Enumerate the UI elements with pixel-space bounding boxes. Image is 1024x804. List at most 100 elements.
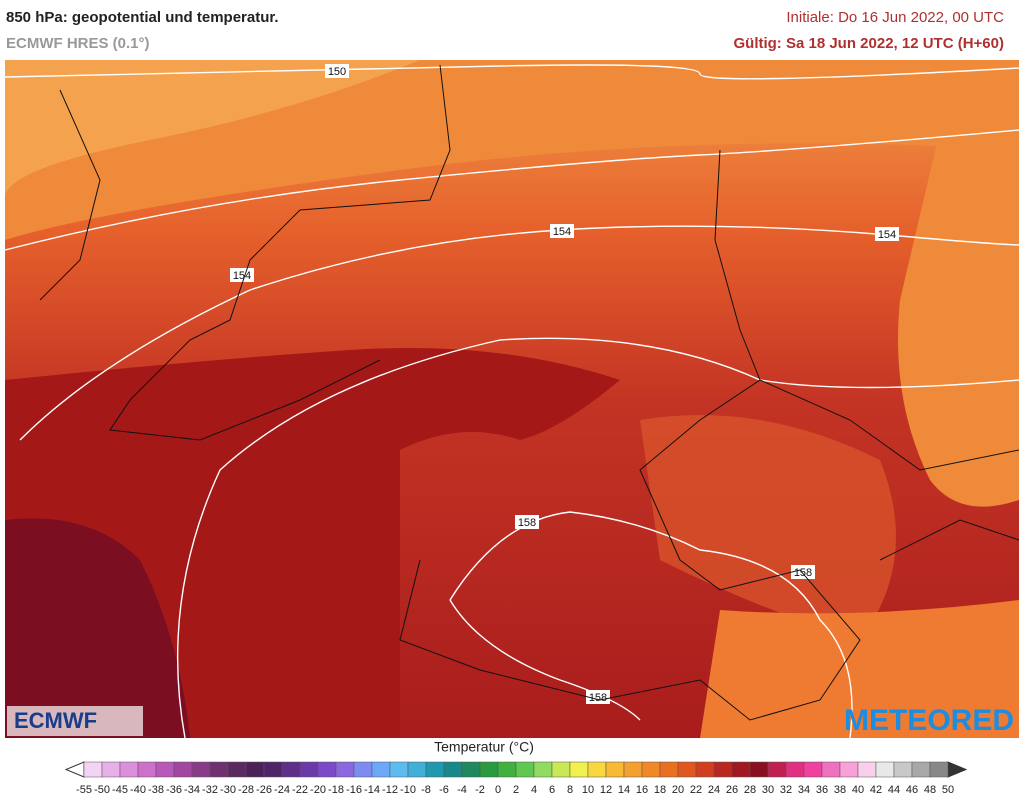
legend-tick-label: -40 — [130, 784, 146, 796]
legend-tick-label: 4 — [531, 784, 537, 796]
meteored-logo: METEORED — [844, 704, 1014, 737]
color-swatch — [317, 761, 337, 778]
contour-label: 154 — [553, 226, 571, 238]
color-swatch — [209, 761, 229, 778]
legend-tick-label: -10 — [400, 784, 416, 796]
legend-tick-label: 30 — [762, 784, 774, 796]
legend-tick-label: -8 — [421, 784, 431, 796]
color-swatch — [245, 761, 265, 778]
contour-label-bg — [230, 268, 254, 282]
legend-tick-label: 16 — [636, 784, 648, 796]
legend-tick-label: 6 — [549, 784, 555, 796]
color-swatch — [677, 761, 697, 778]
legend-tick-label: 8 — [567, 784, 573, 796]
contour-line — [4, 64, 1020, 80]
color-swatch — [695, 761, 715, 778]
legend-tick-label: -50 — [94, 784, 110, 796]
color-swatch — [731, 761, 751, 778]
contour-label: 158 — [518, 517, 536, 529]
legend-tick-label: -4 — [457, 784, 467, 796]
color-swatch — [659, 761, 679, 778]
color-swatch — [893, 761, 913, 778]
color-swatch — [623, 761, 643, 778]
legend-tick-label: -6 — [439, 784, 449, 796]
color-swatch — [281, 761, 301, 778]
color-swatch — [911, 761, 931, 778]
color-swatch — [533, 761, 553, 778]
color-swatch — [389, 761, 409, 778]
legend-tick-label: -45 — [112, 784, 128, 796]
legend-tick-label: -36 — [166, 784, 182, 796]
legend-tick-label: -26 — [256, 784, 272, 796]
legend-tick-label: 36 — [816, 784, 828, 796]
color-swatch — [749, 761, 769, 778]
color-swatch — [299, 761, 319, 778]
legend-tick-label: -22 — [292, 784, 308, 796]
hottest-region — [5, 518, 190, 738]
legend-tick-label: -38 — [148, 784, 164, 796]
legend-tick-label: -30 — [220, 784, 236, 796]
color-swatch — [875, 761, 895, 778]
legend-tick-label: -2 — [475, 784, 485, 796]
legend-tick-label: 20 — [672, 784, 684, 796]
legend-tick-label: 14 — [618, 784, 630, 796]
legend-tick-label: 12 — [600, 784, 612, 796]
color-swatch — [767, 761, 787, 778]
init-time: Initiale: Do 16 Jun 2022, 00 UTC — [786, 9, 1004, 26]
contour-line — [449, 599, 641, 721]
contour-label-bg — [875, 227, 899, 241]
color-swatch — [191, 761, 211, 778]
color-swatch — [929, 761, 949, 778]
color-swatch — [83, 761, 103, 778]
color-swatch — [515, 761, 535, 778]
legend-tick-label: -32 — [202, 784, 218, 796]
east-region — [898, 120, 1019, 507]
color-swatch — [497, 761, 517, 778]
color-swatch — [371, 761, 391, 778]
color-swatch — [263, 761, 283, 778]
color-swatch — [569, 761, 589, 778]
contours — [4, 64, 1024, 739]
legend-tick-label: -14 — [364, 784, 380, 796]
color-swatch — [155, 761, 175, 778]
contour-label-bg — [586, 690, 610, 704]
legend-tick-label: 34 — [798, 784, 810, 796]
borders — [39, 64, 1020, 721]
legend-tick-label: -16 — [346, 784, 362, 796]
color-swatch — [839, 761, 859, 778]
legend-tick-label: -18 — [328, 784, 344, 796]
cool-region — [4, 60, 420, 200]
color-swatch — [551, 761, 571, 778]
legend-tick-label: 46 — [906, 784, 918, 796]
legend-tick-label: 42 — [870, 784, 882, 796]
alps-region — [700, 600, 1019, 738]
contour-label: 158 — [589, 692, 607, 704]
southeast-region — [640, 415, 896, 640]
color-swatch — [587, 761, 607, 778]
legend-tick-label: -34 — [184, 784, 200, 796]
legend-tick-label: 22 — [690, 784, 702, 796]
color-swatch — [857, 761, 877, 778]
color-swatch — [227, 761, 247, 778]
legend-tick-label: 44 — [888, 784, 900, 796]
legend-tick-label: -28 — [238, 784, 254, 796]
color-swatch — [443, 761, 463, 778]
legend-tick-label: -24 — [274, 784, 290, 796]
contour-label-bg — [791, 565, 815, 579]
contour-label: 150 — [328, 66, 346, 78]
color-swatch — [479, 761, 499, 778]
valid-time: Gültig: Sa 18 Jun 2022, 12 UTC (H+60) — [733, 35, 1004, 52]
color-swatch — [335, 761, 355, 778]
contour-line — [176, 337, 1020, 739]
legend-tick-label: 24 — [708, 784, 720, 796]
color-swatch — [101, 761, 121, 778]
legend-tick-label: 10 — [582, 784, 594, 796]
color-swatch — [119, 761, 139, 778]
title: 850 hPa: geopotential und temperatur. — [6, 9, 279, 26]
legend-tick-label: 48 — [924, 784, 936, 796]
ecmwf-logo: ECMWF — [14, 708, 97, 733]
legend-tick-label: 2 — [513, 784, 519, 796]
legend-tick-label: -12 — [382, 784, 398, 796]
